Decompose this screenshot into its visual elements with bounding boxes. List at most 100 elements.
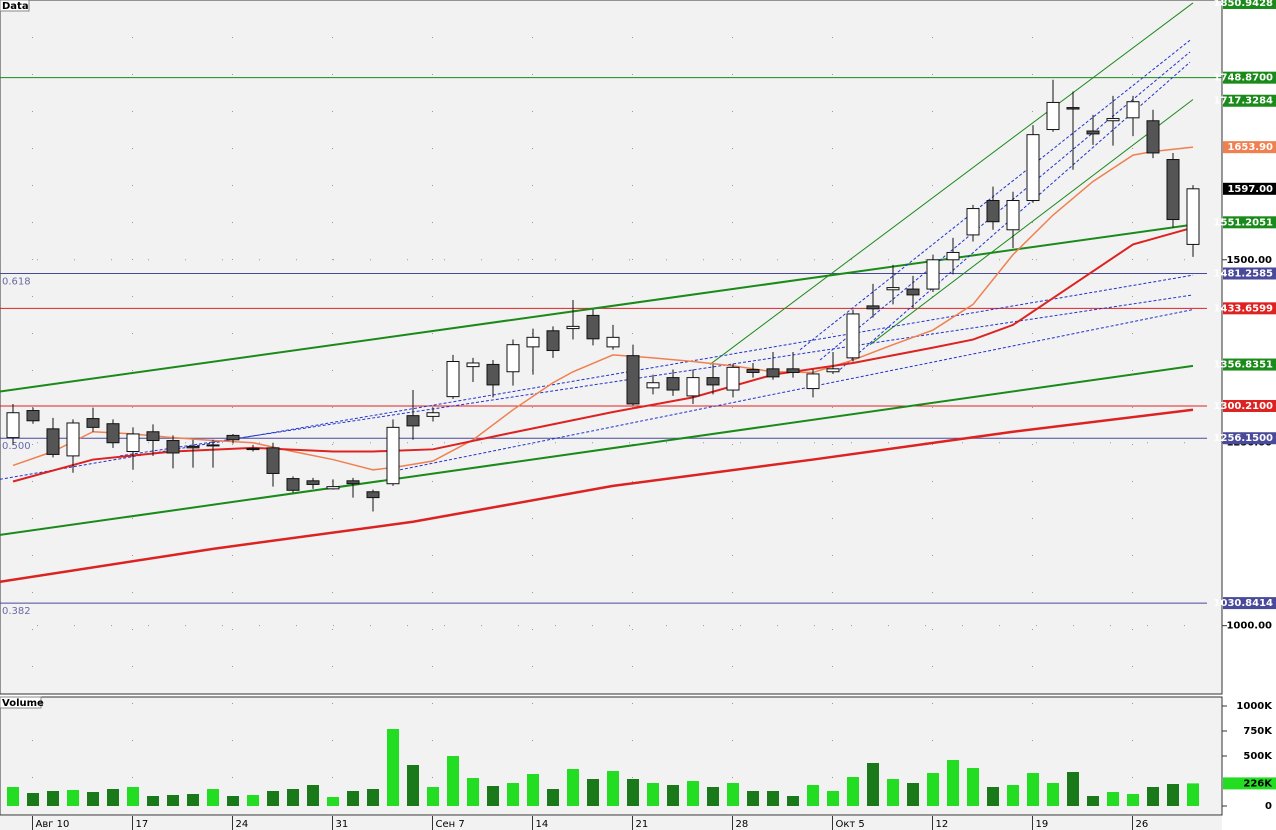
volume-bar	[147, 796, 159, 806]
volume-bar	[1007, 785, 1019, 806]
candle-body	[446, 361, 460, 398]
x-tick-label: 17	[136, 819, 149, 830]
x-tick-label: 14	[536, 819, 549, 830]
volume-bar	[527, 774, 539, 806]
candle-body	[566, 325, 580, 330]
volume-bar	[1087, 796, 1099, 806]
volume-bar	[1107, 792, 1119, 806]
candle-body	[406, 415, 420, 427]
moving-average	[12, 226, 1194, 483]
volume-bar	[227, 796, 239, 806]
volume-bar	[1027, 773, 1039, 806]
volume-bar	[547, 789, 559, 806]
date-axis	[0, 816, 1222, 830]
level-label-bg	[1223, 267, 1276, 280]
volume-bar	[47, 791, 59, 806]
candle-body	[1066, 107, 1080, 110]
y-tick-label: 1500.00	[1226, 255, 1272, 266]
volume-bar	[347, 791, 359, 806]
level-label: 1481.2585	[1214, 268, 1274, 279]
candle-body	[526, 336, 540, 348]
candle-body	[386, 426, 400, 485]
level-label: 1653.90	[1227, 142, 1273, 153]
candle-body	[186, 445, 200, 449]
volume-bar	[667, 785, 679, 806]
candle-body	[486, 363, 500, 386]
x-tick-label: Сен 7	[436, 819, 465, 830]
candle-body	[1026, 134, 1040, 202]
volume-bar	[187, 794, 199, 806]
y-tick-label: 500K	[1243, 751, 1273, 762]
level-label: 1356.8351	[1214, 360, 1274, 371]
candle-body	[1146, 120, 1160, 154]
level-label-bg	[1223, 94, 1276, 107]
candle-body	[986, 200, 1000, 223]
chart-title: Data	[2, 1, 29, 12]
candle-body	[926, 259, 940, 290]
volume-bar	[267, 791, 279, 806]
level-label-bg	[1223, 71, 1276, 84]
candle-body	[306, 480, 320, 485]
level-label-bg	[1223, 432, 1276, 445]
x-tick-label: 28	[736, 819, 749, 830]
trendline	[0, 274, 1194, 480]
fib-label: 0.382	[2, 606, 31, 617]
volume-bar	[1147, 787, 1159, 806]
volume-bar	[107, 789, 119, 806]
volume-bar	[707, 787, 719, 806]
level-label-bg	[1223, 216, 1276, 229]
candle-body	[246, 448, 260, 451]
level-label: 1717.3284	[1214, 96, 1274, 107]
level-label-bg	[1223, 0, 1276, 9]
candle-body	[686, 377, 700, 397]
candle-body	[286, 478, 300, 491]
candle-body	[806, 373, 820, 390]
candle-body	[206, 444, 220, 447]
volume-bar	[67, 790, 79, 806]
x-tick-label: Окт 5	[836, 819, 865, 830]
trendline	[869, 99, 1194, 346]
candle-body	[546, 330, 560, 352]
candle-body	[366, 491, 380, 499]
volume-bar	[567, 769, 579, 806]
volume-bar	[447, 756, 459, 806]
candle-body	[786, 368, 800, 373]
volume-bar	[87, 792, 99, 806]
candle-body	[166, 440, 180, 454]
level-label: 1030.8414	[1214, 598, 1274, 609]
volume-bar	[507, 783, 519, 806]
level-label: 1748.8700	[1214, 73, 1274, 84]
candle-body	[606, 336, 620, 348]
y-tick-label: 1000.00	[1226, 621, 1272, 632]
candle-body	[906, 288, 920, 296]
x-tick-label: 12	[936, 819, 949, 830]
trendline	[0, 223, 1194, 393]
volume-bar	[207, 789, 219, 806]
candle-body	[946, 251, 960, 261]
volume-label-bg	[1223, 777, 1276, 790]
volume-bar	[767, 791, 779, 806]
volume-bar	[287, 789, 299, 806]
moving-average	[12, 146, 1194, 471]
volume-bar	[887, 779, 899, 806]
volume-bar	[607, 771, 619, 806]
candle-body	[586, 314, 600, 340]
y-tick-label: 0	[1265, 801, 1272, 812]
candle-body	[266, 447, 280, 474]
candle-body	[826, 368, 840, 373]
volume-title: Volume	[2, 698, 44, 709]
trendline	[799, 39, 1191, 351]
volume-bar	[987, 787, 999, 806]
fib-label: 0.618	[2, 276, 31, 287]
candle-body	[766, 368, 780, 378]
candle-body	[126, 433, 140, 453]
candle-body	[1086, 130, 1100, 135]
volume-bar	[1127, 794, 1139, 806]
candle-body	[646, 382, 660, 389]
candle-body	[326, 486, 340, 490]
level-label: 1597.00	[1227, 184, 1273, 195]
candle-body	[626, 355, 640, 405]
level-label-bg	[1223, 399, 1276, 412]
